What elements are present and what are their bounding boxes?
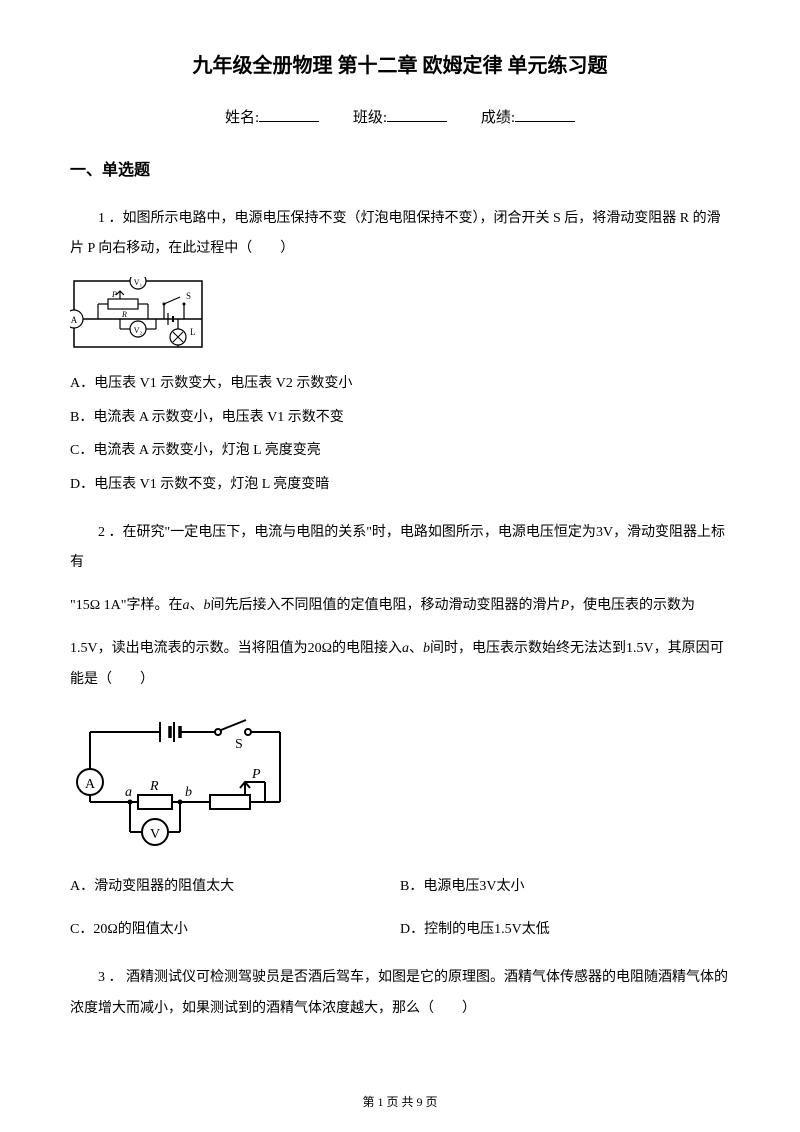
q2-t5: 间先后接入不同阻值的定值电阻，移动滑动变阻器的滑片 bbox=[210, 598, 560, 613]
svg-text:a: a bbox=[125, 785, 132, 800]
q2-optA: A．滑动变阻器的阻值太大 bbox=[70, 870, 400, 904]
class-label: 班级: bbox=[353, 110, 387, 126]
q2-optD-15v: 1.5V bbox=[494, 922, 522, 937]
q2-optC-20: 20Ω bbox=[93, 922, 117, 937]
q2-t6: ，使电压表的示数为 bbox=[569, 598, 695, 613]
q2-20: 20Ω bbox=[308, 641, 332, 656]
q2-optD: D．控制的电压1.5V太低 bbox=[400, 913, 730, 947]
q2-3v: 3V bbox=[596, 525, 613, 540]
question-1: 1 ．如图所示电路中，电源电压保持不变（灯泡电阻保持不变），闭合开关 S 后，将… bbox=[70, 204, 730, 266]
q2-p: P bbox=[560, 598, 569, 613]
question-2-line1: 2 ．在研究"一定电压下，电流与电阻的关系"时，电路如图所示，电源电压恒定为3V… bbox=[70, 518, 730, 580]
q2-t4b: 、 bbox=[409, 641, 423, 656]
svg-text:A: A bbox=[71, 315, 78, 325]
question-3: 3 ． 酒精测试仪可检测驾驶员是否酒后驾车，如图是它的原理图。酒精气体传感器的电… bbox=[70, 963, 730, 1025]
q2-optC: C．20Ω的阻值太小 bbox=[70, 913, 400, 947]
q2-optD-suf: 太低 bbox=[522, 922, 550, 937]
q1-text: 如图所示电路中，电源电压保持不变（灯泡电阻保持不变），闭合开关 S 后，将滑动变… bbox=[70, 211, 721, 257]
q2-diagram: S A a b R P V bbox=[70, 712, 730, 852]
q3-num: 3 ． bbox=[98, 970, 123, 985]
q2-optB-suf: 太小 bbox=[496, 879, 524, 894]
q2-spec: "15Ω 1A" bbox=[70, 598, 126, 613]
class-blank bbox=[387, 108, 447, 122]
score-label: 成绩: bbox=[481, 110, 515, 126]
q2-optB: B．电源电压3V太小 bbox=[400, 870, 730, 904]
q1-optD: D．电压表 V1 示数不变，灯泡 L 亮度变暗 bbox=[70, 468, 730, 502]
name-blank bbox=[259, 108, 319, 122]
q2-b2: b bbox=[423, 641, 430, 656]
question-2-line3: 1.5V，读出电流表的示数。当将阻值为20Ω的电阻接入a、b间时，电压表示数始终… bbox=[70, 634, 730, 696]
q2-optD-pre: D．控制的电压 bbox=[400, 922, 494, 937]
q2-15v: 1.5V bbox=[70, 641, 98, 656]
svg-text:V₂: V₂ bbox=[134, 326, 143, 335]
q1-optB: B．电流表 A 示数变小，电压表 V1 示数不变 bbox=[70, 401, 730, 435]
q2-t7: ，读出电流表的示数。当将阻值为 bbox=[98, 641, 308, 656]
svg-text:b: b bbox=[185, 785, 192, 800]
q2-num: 2 ． bbox=[98, 525, 123, 540]
q2-a2: a bbox=[402, 641, 409, 656]
q2-t4: 、 bbox=[189, 598, 203, 613]
svg-text:V: V bbox=[150, 827, 160, 842]
svg-text:L: L bbox=[190, 327, 196, 337]
name-label: 姓名: bbox=[225, 110, 259, 126]
q2-optC-suf: 的阻值太小 bbox=[118, 922, 188, 937]
svg-text:R: R bbox=[149, 779, 159, 794]
svg-text:P: P bbox=[111, 290, 117, 299]
svg-text:V₁: V₁ bbox=[134, 278, 143, 287]
page-title: 九年级全册物理 第十二章 欧姆定律 单元练习题 bbox=[70, 50, 730, 82]
q2-t3: 字样。在 bbox=[126, 598, 182, 613]
q1-optA: A．电压表 V1 示数变大，电压表 V2 示数变小 bbox=[70, 367, 730, 401]
q2-optB-pre: B．电源电压 bbox=[400, 879, 479, 894]
q1-num: 1 ． bbox=[98, 211, 123, 226]
svg-text:A: A bbox=[85, 777, 96, 792]
q2-optB-3v: 3V bbox=[479, 879, 496, 894]
score-blank bbox=[515, 108, 575, 122]
svg-text:R: R bbox=[121, 310, 127, 319]
q1-diagram: V₁ A P R S V₂ bbox=[70, 277, 730, 353]
svg-text:S: S bbox=[186, 291, 191, 301]
q3-text: 酒精测试仪可检测驾驶员是否酒后驾车，如图是它的原理图。酒精气体传感器的电阻随酒精… bbox=[70, 970, 728, 1016]
question-2-line2: "15Ω 1A"字样。在a、b间先后接入不同阻值的定值电阻，移动滑动变阻器的滑片… bbox=[70, 591, 730, 622]
page-footer: 第 1 页 共 9 页 bbox=[0, 1093, 800, 1112]
q2-opts-row2: C．20Ω的阻值太小 D．控制的电压1.5V太低 bbox=[70, 913, 730, 947]
section-header: 一、单选题 bbox=[70, 158, 730, 184]
q2-optC-pre: C． bbox=[70, 922, 93, 937]
q2-t9: 间时，电压表示数始终无法达到 bbox=[430, 641, 626, 656]
svg-text:S: S bbox=[235, 737, 243, 752]
q2-t8: 的电阻接入 bbox=[332, 641, 402, 656]
q2-opts-row1: A．滑动变阻器的阻值太大 B．电源电压3V太小 bbox=[70, 870, 730, 904]
info-row: 姓名: 班级: 成绩: bbox=[70, 106, 730, 130]
svg-text:P: P bbox=[251, 767, 261, 782]
q2-t1: 在研究"一定电压下，电流与电阻的关系"时，电路如图所示，电源电压恒定为 bbox=[123, 525, 596, 540]
q1-optC: C．电流表 A 示数变小，灯泡 L 亮度变亮 bbox=[70, 434, 730, 468]
q2-15v2: 1.5V bbox=[626, 641, 654, 656]
